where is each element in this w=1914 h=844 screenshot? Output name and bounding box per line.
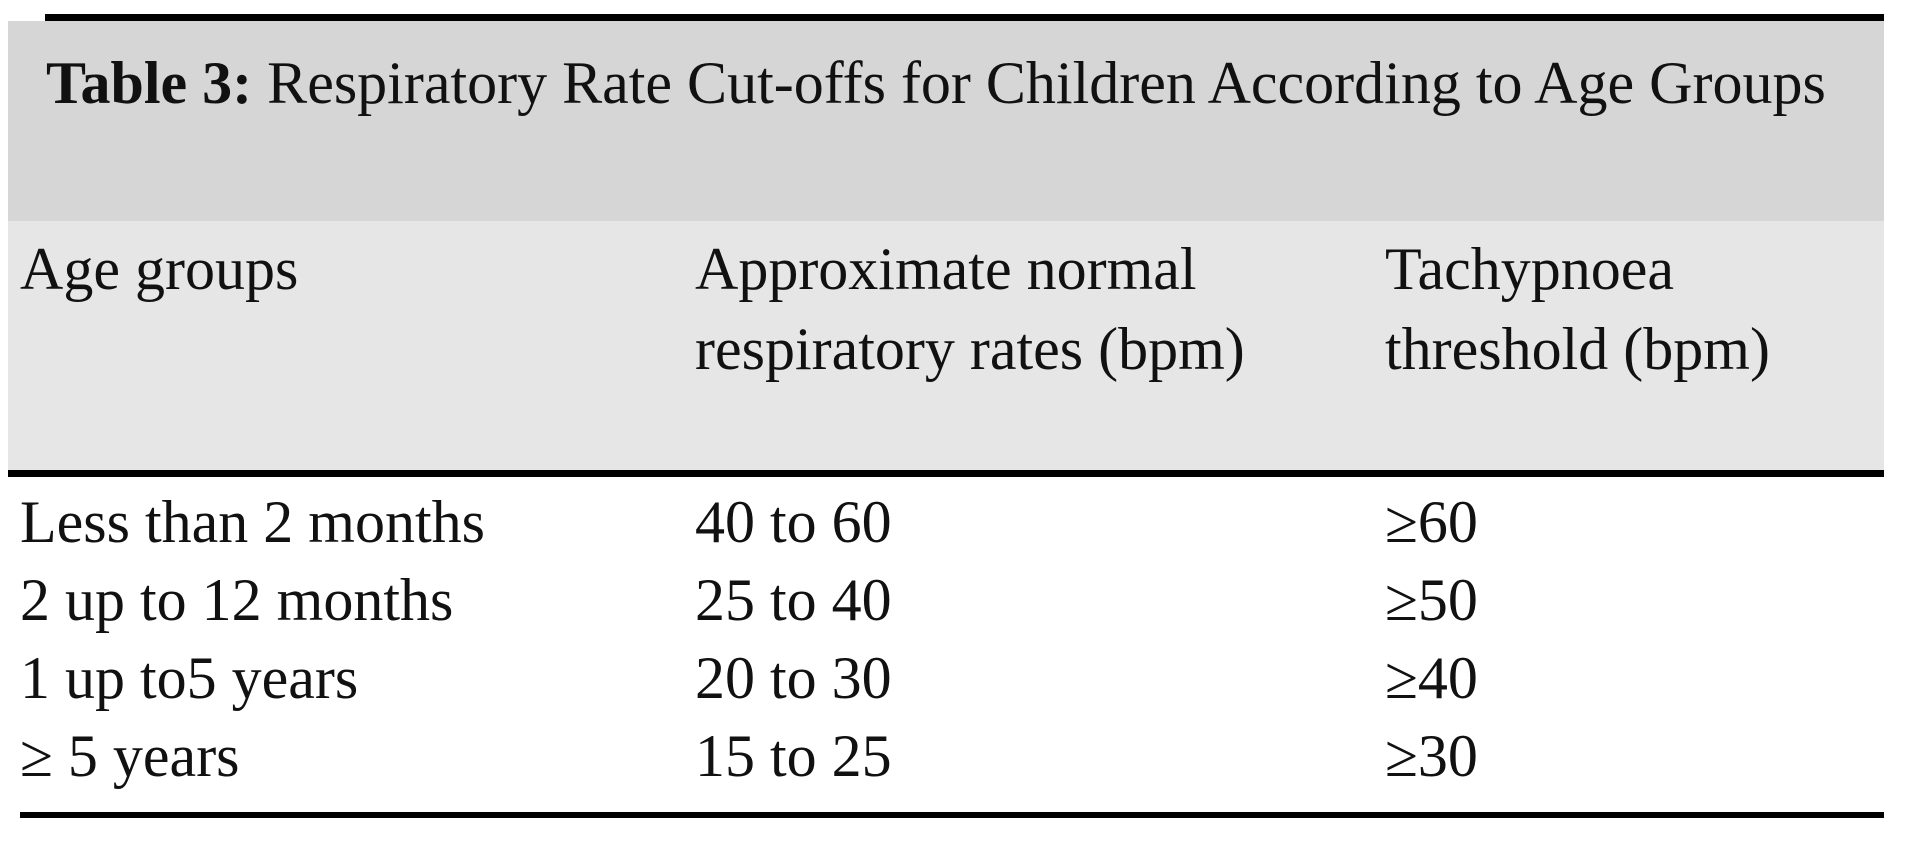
cell-threshold: ≥40 (1385, 645, 1478, 711)
cell-threshold: ≥50 (1385, 567, 1478, 633)
cell-normal-rate: 15 to 25 (695, 723, 892, 789)
table-header-row: Age groups Approximate normal respirator… (8, 221, 1884, 477)
cell-age: Less than 2 months (20, 489, 485, 555)
cell-normal-rate: 25 to 40 (695, 567, 892, 633)
table-caption: Table 3: Respiratory Rate Cut-offs for C… (8, 21, 1884, 221)
cell-threshold: ≥30 (1385, 723, 1478, 789)
cell-age: 1 up to5 years (20, 645, 359, 711)
cell-threshold: ≥60 (1385, 489, 1478, 555)
cell-age: ≥ 5 years (20, 723, 240, 789)
table-caption-label: Table 3: (46, 50, 253, 116)
table-top-rule (45, 14, 1884, 21)
cell-age: 2 up to 12 months (20, 567, 454, 633)
column-header-age-groups: Age groups (20, 236, 299, 302)
column-header-normal-rates: Approximate normal respiratory rates (bp… (695, 236, 1245, 382)
column-header-tachypnoea-threshold: Tachypnoea threshold (bpm) (1385, 236, 1770, 382)
cell-normal-rate: 20 to 30 (695, 645, 892, 711)
table-bottom-rule (20, 812, 1884, 818)
table-caption-text: Respiratory Rate Cut-offs for Children A… (252, 50, 1826, 116)
cell-normal-rate: 40 to 60 (695, 489, 892, 555)
table-header-rule (8, 470, 1884, 477)
